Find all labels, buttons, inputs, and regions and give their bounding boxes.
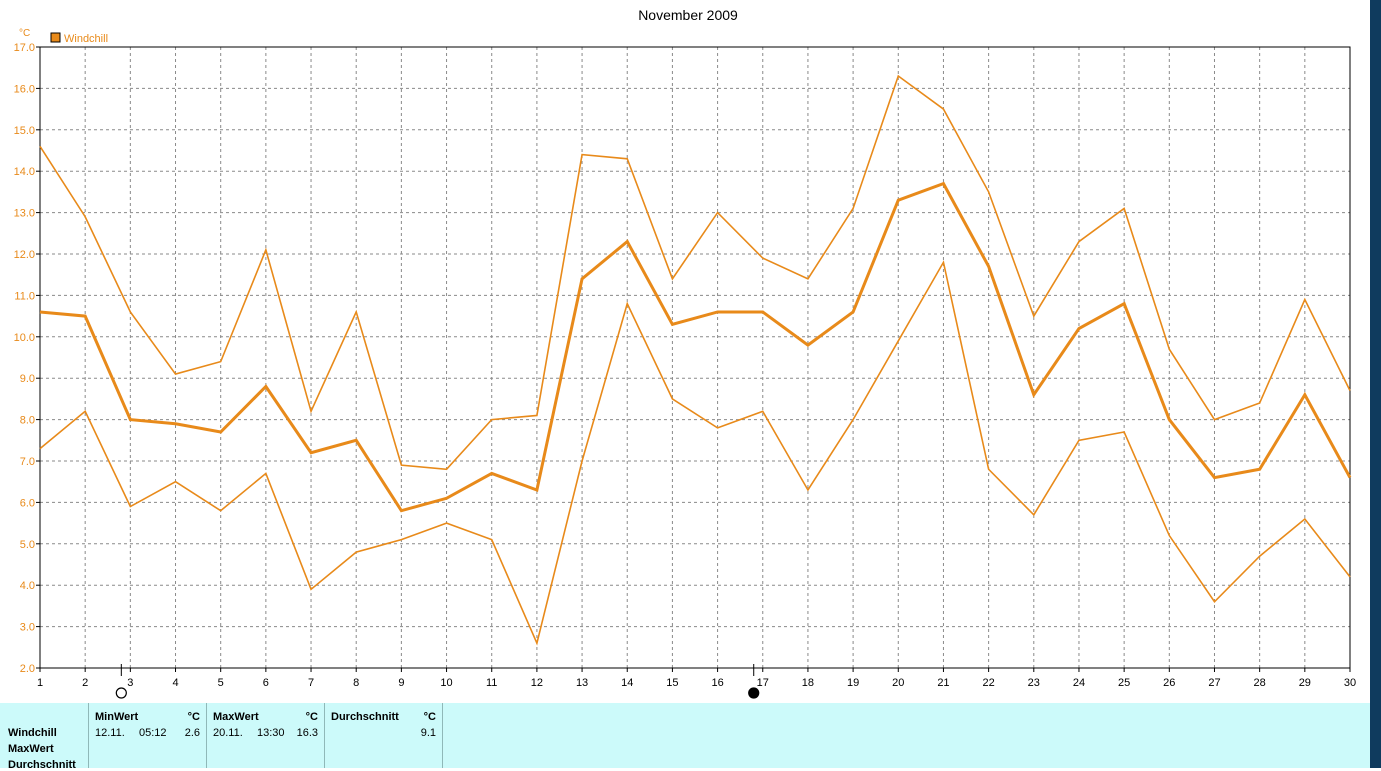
x-tick-label: 30 (1344, 677, 1356, 689)
new-moon-icon (748, 687, 760, 699)
row-label-windchill: Windchill (8, 727, 57, 739)
x-tick-label: 15 (666, 677, 678, 689)
max-value: 16.3 (296, 727, 318, 739)
x-tick-label: 5 (218, 677, 224, 689)
x-tick-label: 9 (398, 677, 404, 689)
moon-phase-markers (115, 664, 760, 699)
x-tick-label: 23 (1028, 677, 1040, 689)
x-tick-label: 20 (892, 677, 904, 689)
max-column: MaxWert °C 20.11. 13:30 16.3 (206, 703, 324, 768)
max-time: 13:30 (257, 727, 285, 739)
y-tick-label: 4.0 (20, 580, 35, 592)
y-tick-label: 7.0 (20, 456, 35, 468)
x-tick-label: 29 (1299, 677, 1311, 689)
statistics-panel: Windchill MaxWert Durchschnitt MinWert °… (0, 703, 1370, 771)
y-tick-label: 6.0 (20, 497, 35, 509)
avg-column: Durchschnitt °C 9.1 (324, 703, 443, 768)
max-header: MaxWert (213, 711, 259, 723)
avg-value: 9.1 (420, 727, 436, 739)
y-tick-label: 10.0 (14, 332, 35, 344)
y-tick-label: 3.0 (20, 622, 35, 634)
x-tick-label: 19 (847, 677, 859, 689)
avg-unit: °C (423, 711, 436, 723)
y-tick-label: 5.0 (20, 539, 35, 551)
min-time: 05:12 (139, 727, 167, 739)
max-date: 20.11. (213, 727, 243, 739)
x-tick-label: 10 (440, 677, 452, 689)
avg-header: Durchschnitt (331, 711, 399, 723)
windchill-chart: November 2009 °C Windchill 2.0 3.0 4.0 5.0 6… (14, 7, 1356, 699)
x-tick-label: 13 (576, 677, 588, 689)
y-tick-label: 2.0 (20, 663, 35, 675)
x-axis: 1 2 3 4 5 6 7 8 9 10 11 12 13 14 15 16 17 18 19 20 21 22 23 24 2… (37, 668, 1356, 689)
y-tick-label: 15.0 (14, 125, 35, 137)
min-column: MinWert °C 12.11. 05:12 2.6 (88, 703, 206, 768)
x-tick-label: 28 (1254, 677, 1266, 689)
x-tick-label: 22 (982, 677, 994, 689)
plot-frame (39, 46, 1351, 669)
series-line-min (39, 260, 1351, 646)
y-tick-label: 9.0 (20, 373, 35, 385)
y-tick-label: 8.0 (20, 415, 35, 427)
window-edge (1366, 0, 1370, 703)
window-scroll-edge (1370, 0, 1381, 768)
series-line-avg (39, 181, 1352, 513)
x-tick-label: 6 (263, 677, 269, 689)
x-tick-label: 18 (802, 677, 814, 689)
y-axis: 2.0 3.0 4.0 5.0 6.0 7.0 8.0 9.0 10.0 11.0 12.0 13.0… (14, 42, 40, 675)
y-tick-label: 16.0 (14, 83, 35, 95)
legend-swatch (50, 32, 61, 43)
full-moon-icon (115, 687, 127, 699)
x-tick-label: 3 (127, 677, 133, 689)
row-label-durchschnitt: Durchschnitt (8, 759, 76, 771)
y-tick-label: 12.0 (14, 249, 35, 261)
y-tick-label: 11.0 (14, 290, 35, 302)
y-tick-label: 14.0 (14, 166, 35, 178)
x-tick-label: 7 (308, 677, 314, 689)
min-value: 2.6 (184, 727, 200, 739)
x-tick-label: 25 (1118, 677, 1130, 689)
row-label-maxwert: MaxWert (8, 743, 54, 755)
grid (39, 46, 1351, 669)
y-axis-unit: °C (19, 28, 30, 39)
legend-label: Windchill (64, 33, 108, 45)
x-tick-label: 21 (937, 677, 949, 689)
x-tick-label: 8 (353, 677, 359, 689)
x-tick-label: 2 (82, 677, 88, 689)
min-date: 12.11. (95, 727, 125, 739)
x-tick-label: 16 (711, 677, 723, 689)
y-tick-label: 13.0 (14, 208, 35, 220)
min-header: MinWert (95, 711, 139, 723)
min-unit: °C (187, 711, 200, 723)
x-tick-label: 24 (1073, 677, 1085, 689)
x-tick-label: 4 (172, 677, 178, 689)
x-tick-label: 12 (531, 677, 543, 689)
max-unit: °C (305, 711, 318, 723)
series-layer (39, 74, 1352, 646)
chart-title: November 2009 (638, 7, 738, 23)
series-line-max (39, 74, 1351, 471)
x-tick-label: 14 (621, 677, 633, 689)
x-tick-label: 17 (757, 677, 769, 689)
x-tick-label: 27 (1208, 677, 1220, 689)
x-tick-label: 1 (37, 677, 43, 689)
y-tick-label: 17.0 (14, 42, 35, 54)
x-tick-label: 26 (1163, 677, 1175, 689)
x-tick-label: 11 (486, 677, 497, 689)
